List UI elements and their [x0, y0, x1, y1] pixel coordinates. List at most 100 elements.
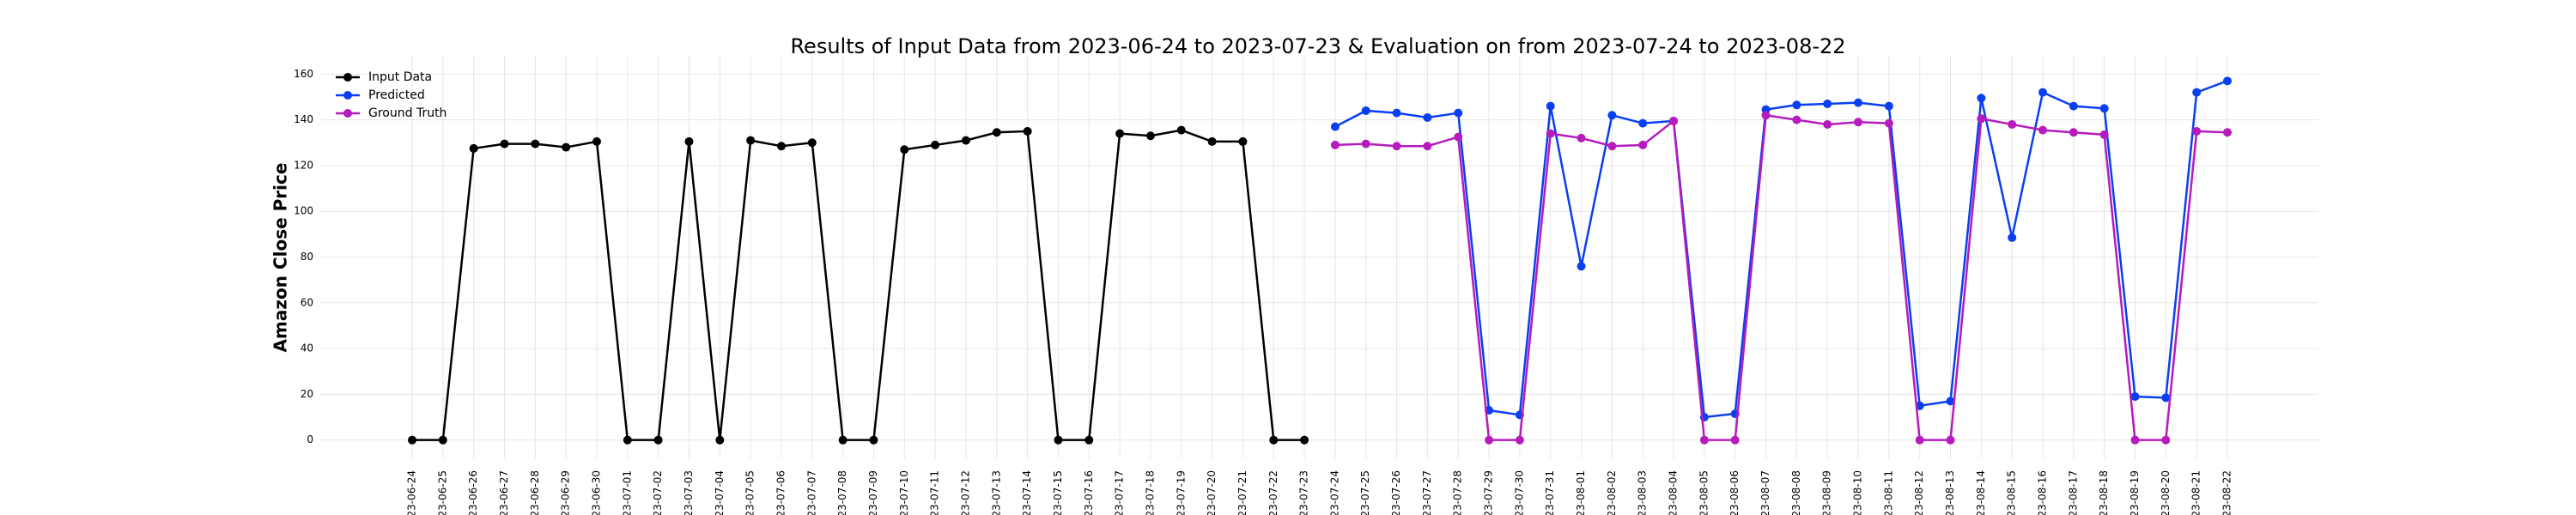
y-tick-label: 160: [294, 68, 313, 80]
x-tick-label: 2023-06-26: [467, 470, 479, 515]
x-tick-label: 2023-08-19: [2129, 470, 2141, 515]
data-point: [2069, 101, 2078, 111]
x-tick-label: 2023-07-31: [1544, 470, 1556, 515]
data-point: [1915, 435, 1924, 445]
data-point: [1946, 435, 1955, 445]
x-tick-label: 2023-08-04: [1668, 470, 1680, 515]
data-point: [2069, 128, 2078, 137]
y-tick-label: 100: [294, 205, 313, 217]
x-tick-label: 2023-07-09: [867, 470, 879, 515]
x-tick-label: 2023-07-06: [775, 470, 787, 515]
x-tick-label: 2023-06-30: [590, 470, 602, 515]
data-point: [2038, 88, 2048, 97]
x-tick-label: 2023-08-21: [2190, 470, 2202, 515]
data-point: [1269, 435, 1279, 445]
x-tick-label: 2023-08-06: [1728, 470, 1741, 515]
x-tick-label: 2023-08-07: [1759, 470, 1771, 515]
data-point: [1792, 115, 1801, 124]
data-point: [1730, 435, 1740, 445]
data-point: [931, 140, 940, 149]
x-tick-label: 2023-08-02: [1606, 470, 1618, 515]
data-point: [807, 138, 817, 148]
x-tick-label: 2023-07-30: [1513, 470, 1525, 515]
x-tick-label: 2023-07-03: [683, 470, 695, 515]
y-tick-label: 60: [301, 296, 313, 308]
data-point: [531, 139, 540, 148]
x-tick-label: 2023-06-25: [436, 470, 448, 515]
data-point: [1145, 131, 1155, 141]
y-tick-label: 40: [301, 342, 313, 354]
data-point: [623, 435, 632, 445]
data-point: [2192, 88, 2202, 97]
data-point: [1485, 435, 1494, 445]
data-point: [1884, 101, 1893, 111]
series-line: [1334, 113, 2228, 441]
x-tick-label: 2023-07-26: [1390, 470, 1402, 515]
data-point: [1300, 435, 1309, 445]
x-tick-label: 2023-07-11: [929, 470, 941, 515]
x-tick-label: 2023-07-17: [1114, 470, 1126, 515]
data-point: [1854, 118, 1863, 127]
x-tick-label: 2023-08-18: [2098, 470, 2110, 515]
data-point: [1330, 140, 1340, 149]
data-point: [1054, 435, 1063, 445]
x-tick-label: 2023-07-15: [1052, 470, 1064, 515]
x-tick-label: 2023-06-27: [498, 470, 510, 515]
data-point: [746, 136, 756, 145]
x-tick-label: 2023-06-24: [406, 470, 418, 515]
x-tick-label: 2023-07-10: [898, 470, 910, 515]
data-point: [1607, 142, 1617, 151]
data-point: [1823, 99, 1832, 108]
x-tick-label: 2023-08-08: [1790, 470, 1802, 515]
data-point: [1823, 119, 1832, 129]
data-point: [776, 142, 786, 151]
y-tick-label: 80: [301, 251, 313, 263]
x-tick-label: 2023-07-25: [1359, 470, 1371, 515]
x-tick-label: 2023-06-29: [560, 470, 572, 515]
x-tick-label: 2023-07-21: [1236, 470, 1249, 515]
x-tick-label: 2023-07-02: [652, 470, 664, 515]
x-tick-label: 2023-06-28: [529, 470, 541, 515]
x-tick-label: 2023-08-10: [1852, 470, 1864, 515]
data-point: [1977, 114, 1986, 124]
data-point: [2223, 76, 2232, 86]
y-tick-label: 0: [307, 433, 313, 445]
data-point: [653, 435, 663, 445]
legend-label: Ground Truth: [368, 106, 447, 120]
x-tick-label: 2023-08-22: [2221, 470, 2233, 515]
data-point: [1392, 142, 1401, 151]
x-tick-label: 2023-08-13: [1944, 470, 1956, 515]
data-point: [1423, 142, 1432, 151]
data-point: [1884, 118, 1893, 128]
x-tick-label: 2023-07-19: [1175, 470, 1187, 515]
data-point: [1515, 435, 1524, 445]
x-tick-label: 2023-08-09: [1821, 470, 1833, 515]
x-tick-label: 2023-08-05: [1698, 470, 1710, 515]
data-point: [1638, 140, 1648, 149]
data-point: [1392, 108, 1401, 118]
data-point: [562, 142, 571, 152]
y-tick-label: 20: [301, 388, 313, 400]
x-tick-label: 2023-08-17: [2067, 470, 2079, 515]
data-point: [2161, 435, 2171, 445]
x-tick-label: 2023-08-14: [1975, 470, 1987, 515]
x-tick-label: 2023-07-24: [1328, 470, 1340, 515]
x-tick-label: 2023-07-04: [714, 470, 726, 515]
data-point: [469, 143, 478, 153]
x-tick-label: 2023-07-14: [1021, 470, 1033, 515]
x-tick-label: 2023-07-20: [1206, 470, 1218, 515]
x-tick-label: 2023-07-07: [805, 470, 817, 515]
data-point: [1546, 129, 1555, 138]
x-tick-label: 2023-07-22: [1267, 470, 1279, 515]
x-tick-label: 2023-07-29: [1483, 470, 1495, 515]
x-tick-label: 2023-07-12: [959, 470, 971, 515]
data-point: [961, 136, 970, 145]
data-point: [1423, 112, 1432, 122]
data-point: [2008, 233, 2017, 242]
x-tick-label: 2023-08-15: [2006, 470, 2018, 515]
legend-marker: [343, 109, 352, 118]
data-point: [1638, 118, 1648, 128]
data-point: [992, 128, 1001, 137]
x-tick-label: 2023-08-01: [1575, 470, 1587, 515]
